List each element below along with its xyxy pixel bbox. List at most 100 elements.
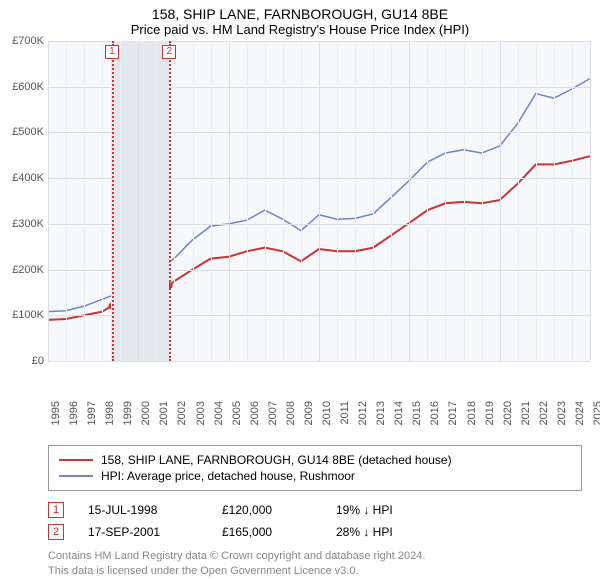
- x-tick-label: 2022: [536, 401, 550, 425]
- x-tick-label: 2025: [590, 401, 600, 425]
- sale-marker-box: 2: [162, 45, 176, 59]
- gridline-v: [518, 41, 519, 361]
- x-tick-label: 2011: [337, 401, 351, 425]
- legend-swatch: [59, 475, 93, 477]
- x-tick-label: 2017: [445, 401, 459, 425]
- legend-label: HPI: Average price, detached house, Rush…: [101, 469, 355, 483]
- gridline-v: [301, 41, 302, 361]
- y-tick-label: £500K: [12, 126, 48, 138]
- legend-row: HPI: Average price, detached house, Rush…: [59, 468, 571, 484]
- gridline-v: [102, 41, 103, 361]
- x-tick-label: 2013: [373, 401, 387, 425]
- gridline-v: [229, 41, 230, 361]
- gridline-v: [319, 41, 320, 361]
- y-tick-label: £600K: [12, 81, 48, 93]
- chart-subtitle: Price paid vs. HM Land Registry's House …: [0, 22, 600, 41]
- x-tick-label: 2023: [554, 401, 568, 425]
- gridline-v: [283, 41, 284, 361]
- legend-swatch: [59, 459, 93, 461]
- gridline-v: [247, 41, 248, 361]
- gridline-v: [572, 41, 573, 361]
- gridline-v: [66, 41, 67, 361]
- sale-marker-box: 1: [105, 45, 119, 59]
- gridline-v: [337, 41, 338, 361]
- gridline-v: [156, 41, 157, 361]
- x-tick-label: 2021: [518, 401, 532, 425]
- x-tick-label: 2003: [193, 401, 207, 425]
- x-tick-label: 1995: [48, 401, 62, 425]
- y-tick-label: £100K: [12, 309, 48, 321]
- gridline-v: [445, 41, 446, 361]
- y-tick-label: £200K: [12, 264, 48, 276]
- sale-price: £120,000: [222, 503, 312, 517]
- x-tick-label: 1999: [120, 401, 134, 425]
- x-tick-label: 2014: [391, 401, 405, 425]
- gridline-v: [482, 41, 483, 361]
- gridline-v: [265, 41, 266, 361]
- sales-table: 1 15-JUL-1998 £120,000 19% ↓ HPI 2 17-SEP-200…: [48, 499, 582, 543]
- sale-index: 1: [48, 502, 64, 518]
- x-tick-label: 2007: [265, 401, 279, 425]
- legend: 158, SHIP LANE, FARNBOROUGH, GU14 8BE (d…: [48, 445, 582, 491]
- y-tick-label: £400K: [12, 172, 48, 184]
- gridline-v: [373, 41, 374, 361]
- x-tick-label: 2009: [301, 401, 315, 425]
- sale-marker-line: [169, 41, 171, 361]
- x-tick-label: 2016: [427, 401, 441, 425]
- x-tick-label: 2004: [211, 401, 225, 425]
- gridline-v: [84, 41, 85, 361]
- sale-delta: 19% ↓ HPI: [336, 503, 393, 517]
- x-tick-label: 2015: [409, 401, 423, 425]
- x-tick-label: 2019: [482, 401, 496, 425]
- sale-index: 2: [48, 524, 64, 540]
- gridline-v: [464, 41, 465, 361]
- gridline-v: [193, 41, 194, 361]
- gridline-v: [174, 41, 175, 361]
- gridline-v: [536, 41, 537, 361]
- attribution-line: Contains HM Land Registry data © Crown c…: [48, 549, 582, 564]
- x-tick-label: 2005: [229, 401, 243, 425]
- gridline-v: [48, 41, 49, 361]
- x-tick-label: 2024: [572, 401, 586, 425]
- chart-plot-area: £0£100K£200K£300K£400K£500K£600K£700K12: [48, 41, 590, 361]
- gridline-v: [500, 41, 501, 361]
- x-tick-label: 2020: [500, 401, 514, 425]
- gridline-v: [120, 41, 121, 361]
- x-tick-label: 2002: [174, 401, 188, 425]
- x-tick-label: 2008: [283, 401, 297, 425]
- x-tick-label: 2018: [464, 401, 478, 425]
- x-tick-label: 2006: [247, 401, 261, 425]
- sale-date: 17-SEP-2001: [88, 525, 198, 539]
- x-axis-labels: 1995199619971998199920002001200220032004…: [48, 361, 590, 401]
- x-tick-label: 2000: [138, 401, 152, 425]
- y-tick-label: £300K: [12, 218, 48, 230]
- x-tick-label: 1998: [102, 401, 116, 425]
- x-tick-label: 2012: [355, 401, 369, 425]
- sale-row: 2 17-SEP-2001 £165,000 28% ↓ HPI: [48, 521, 582, 543]
- sale-marker-line: [112, 41, 114, 361]
- gridline-v: [211, 41, 212, 361]
- x-tick-label: 2001: [156, 401, 170, 425]
- sale-date: 15-JUL-1998: [88, 503, 198, 517]
- sale-price: £165,000: [222, 525, 312, 539]
- sale-row: 1 15-JUL-1998 £120,000 19% ↓ HPI: [48, 499, 582, 521]
- gridline-v: [409, 41, 410, 361]
- gridline-v: [427, 41, 428, 361]
- y-tick-label: £700K: [12, 35, 48, 47]
- x-tick-label: 1997: [84, 401, 98, 425]
- gridline-v: [554, 41, 555, 361]
- attribution: Contains HM Land Registry data © Crown c…: [48, 549, 582, 579]
- chart-title: 158, SHIP LANE, FARNBOROUGH, GU14 8BE: [0, 0, 600, 22]
- gridline-v: [391, 41, 392, 361]
- legend-row: 158, SHIP LANE, FARNBOROUGH, GU14 8BE (d…: [59, 452, 571, 468]
- x-tick-label: 1996: [66, 401, 80, 425]
- sale-delta: 28% ↓ HPI: [336, 525, 393, 539]
- legend-label: 158, SHIP LANE, FARNBOROUGH, GU14 8BE (d…: [101, 453, 452, 467]
- gridline-v: [355, 41, 356, 361]
- chart-container: 158, SHIP LANE, FARNBOROUGH, GU14 8BE Pr…: [0, 0, 600, 560]
- y-tick-label: £0: [32, 355, 48, 367]
- attribution-line: This data is licensed under the Open Gov…: [48, 564, 582, 579]
- gridline-v: [590, 41, 591, 361]
- x-tick-label: 2010: [319, 401, 333, 425]
- gridline-v: [138, 41, 139, 361]
